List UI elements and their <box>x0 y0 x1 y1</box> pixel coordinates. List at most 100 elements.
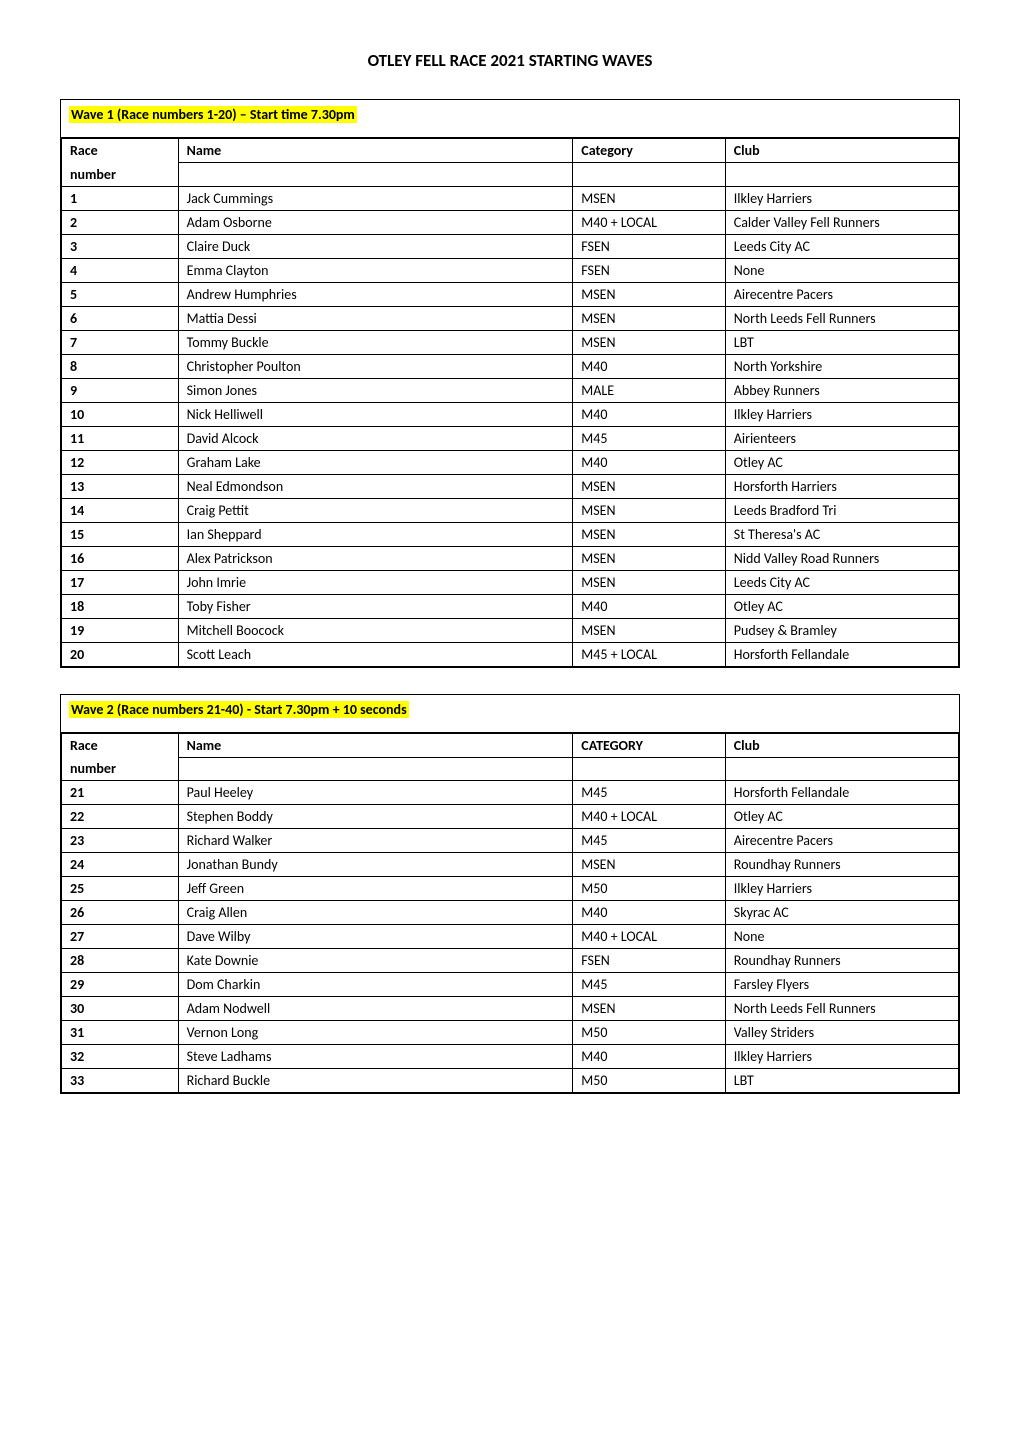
wave2-header: Wave 2 (Race numbers 21-40) - Start 7.30… <box>61 695 959 733</box>
cell-category: M40 + LOCAL <box>573 805 725 829</box>
cell-club: Valley Striders <box>725 1021 958 1045</box>
table-row: 19Mitchell BoocockMSENPudsey & Bramley <box>62 618 959 642</box>
cell-club: Farsley Flyers <box>725 973 958 997</box>
table-row: 14Craig PettitMSENLeeds Bradford Tri <box>62 498 959 522</box>
cell-number: 24 <box>62 853 179 877</box>
cell-club: Ilkley Harriers <box>725 402 958 426</box>
cell-name: Nick Helliwell <box>178 402 573 426</box>
cell-category: M45 + LOCAL <box>573 642 725 666</box>
cell-name: Andrew Humphries <box>178 282 573 306</box>
cell-club: Pudsey & Bramley <box>725 618 958 642</box>
cell-club: Leeds City AC <box>725 570 958 594</box>
cell-club: Horsforth Fellandale <box>725 781 958 805</box>
wave2-header-text: Wave 2 (Race numbers 21-40) - Start 7.30… <box>69 701 409 718</box>
table-row: 9Simon JonesMALEAbbey Runners <box>62 378 959 402</box>
col-name: Name <box>178 733 573 757</box>
cell-category: FSEN <box>573 949 725 973</box>
cell-category: M50 <box>573 877 725 901</box>
cell-category: M40 + LOCAL <box>573 210 725 234</box>
cell-name: Vernon Long <box>178 1021 573 1045</box>
cell-number: 3 <box>62 234 179 258</box>
cell-number: 12 <box>62 450 179 474</box>
cell-club: Ilkley Harriers <box>725 1045 958 1069</box>
table-row: 31Vernon LongM50Valley Striders <box>62 1021 959 1045</box>
col-category: CATEGORY <box>573 733 725 757</box>
cell-club: LBT <box>725 1069 958 1093</box>
wave2-table: Race Name CATEGORY Club number 21Paul He… <box>61 733 959 1094</box>
cell-number: 20 <box>62 642 179 666</box>
cell-category: MALE <box>573 378 725 402</box>
col-club: Club <box>725 139 958 163</box>
table-row: 4Emma ClaytonFSENNone <box>62 258 959 282</box>
cell-name: Mattia Dessi <box>178 306 573 330</box>
col-category: Category <box>573 139 725 163</box>
cell-category: M50 <box>573 1069 725 1093</box>
cell-name: Jeff Green <box>178 877 573 901</box>
cell-category: M40 <box>573 1045 725 1069</box>
cell-category: M45 <box>573 781 725 805</box>
table-row: 26Craig AllenM40Skyrac AC <box>62 901 959 925</box>
cell-number: 5 <box>62 282 179 306</box>
cell-category: M40 <box>573 402 725 426</box>
table-row: 12Graham LakeM40Otley AC <box>62 450 959 474</box>
cell-name: Richard Walker <box>178 829 573 853</box>
table-row: 30Adam NodwellMSENNorth Leeds Fell Runne… <box>62 997 959 1021</box>
col-number: number <box>62 163 179 187</box>
cell-category: MSEN <box>573 474 725 498</box>
cell-number: 4 <box>62 258 179 282</box>
cell-name: Jack Cummings <box>178 186 573 210</box>
cell-club: Leeds Bradford Tri <box>725 498 958 522</box>
cell-club: Horsforth Harriers <box>725 474 958 498</box>
cell-club: Airecentre Pacers <box>725 282 958 306</box>
cell-club: Roundhay Runners <box>725 853 958 877</box>
table-row: 21Paul HeeleyM45Horsforth Fellandale <box>62 781 959 805</box>
cell-number: 2 <box>62 210 179 234</box>
table-row: 5Andrew HumphriesMSENAirecentre Pacers <box>62 282 959 306</box>
cell-club: Skyrac AC <box>725 901 958 925</box>
cell-name: Ian Sheppard <box>178 522 573 546</box>
cell-number: 9 <box>62 378 179 402</box>
cell-name: Richard Buckle <box>178 1069 573 1093</box>
cell-number: 8 <box>62 354 179 378</box>
table-row: 8Christopher PoultonM40North Yorkshire <box>62 354 959 378</box>
table-row: 23Richard WalkerM45Airecentre Pacers <box>62 829 959 853</box>
table-row: 11David AlcockM45Airienteers <box>62 426 959 450</box>
cell-club: North Leeds Fell Runners <box>725 306 958 330</box>
cell-club: Abbey Runners <box>725 378 958 402</box>
cell-number: 18 <box>62 594 179 618</box>
cell-number: 21 <box>62 781 179 805</box>
cell-number: 31 <box>62 1021 179 1045</box>
cell-name: Toby Fisher <box>178 594 573 618</box>
cell-number: 32 <box>62 1045 179 1069</box>
cell-number: 23 <box>62 829 179 853</box>
cell-name: Craig Allen <box>178 901 573 925</box>
cell-category: M40 <box>573 354 725 378</box>
cell-number: 17 <box>62 570 179 594</box>
empty-cell <box>178 757 573 781</box>
table-row: 7Tommy BuckleMSENLBT <box>62 330 959 354</box>
cell-name: Christopher Poulton <box>178 354 573 378</box>
table-row: 16Alex PatricksonMSENNidd Valley Road Ru… <box>62 546 959 570</box>
cell-name: Stephen Boddy <box>178 805 573 829</box>
cell-name: Tommy Buckle <box>178 330 573 354</box>
cell-category: MSEN <box>573 997 725 1021</box>
cell-name: Dom Charkin <box>178 973 573 997</box>
cell-name: Jonathan Bundy <box>178 853 573 877</box>
wave2-box: Wave 2 (Race numbers 21-40) - Start 7.30… <box>60 694 960 1095</box>
cell-number: 14 <box>62 498 179 522</box>
cell-number: 22 <box>62 805 179 829</box>
cell-club: Nidd Valley Road Runners <box>725 546 958 570</box>
cell-category: M45 <box>573 426 725 450</box>
table-row: 2Adam OsborneM40 + LOCALCalder Valley Fe… <box>62 210 959 234</box>
cell-category: MSEN <box>573 853 725 877</box>
table-row: 29Dom CharkinM45Farsley Flyers <box>62 973 959 997</box>
col-name: Name <box>178 139 573 163</box>
empty-cell <box>178 163 573 187</box>
cell-number: 25 <box>62 877 179 901</box>
cell-number: 30 <box>62 997 179 1021</box>
cell-category: MSEN <box>573 498 725 522</box>
cell-category: M40 <box>573 594 725 618</box>
cell-number: 13 <box>62 474 179 498</box>
cell-name: Emma Clayton <box>178 258 573 282</box>
cell-name: Graham Lake <box>178 450 573 474</box>
